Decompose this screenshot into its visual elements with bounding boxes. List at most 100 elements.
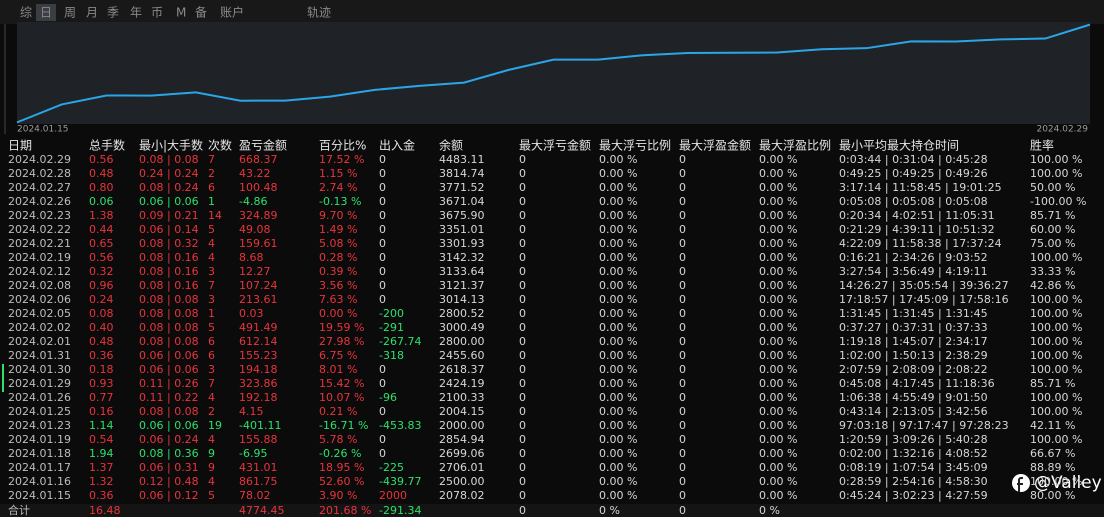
table-cell: 0:03:44 | 0:31:04 | 0:45:28 (839, 153, 988, 166)
table-cell: 0.00 % (759, 349, 797, 362)
tab[interactable]: 季 (107, 6, 119, 20)
table-cell: 0:43:14 | 2:13:05 | 3:42:56 (839, 405, 988, 418)
table-cell: 0 (519, 209, 526, 222)
table-cell: 2024.01.26 (8, 391, 71, 404)
table-cell: 3 (208, 293, 215, 306)
table-cell: 3.56 % (319, 279, 357, 292)
table-cell: 0 (679, 461, 686, 474)
tab[interactable]: 账户 (220, 5, 244, 20)
table-cell: 8.01 % (319, 363, 357, 376)
table-cell: 0 (679, 209, 686, 222)
table-cell: 155.23 (239, 349, 278, 362)
table-cell: 5 (208, 223, 215, 236)
icon-glyph (1017, 477, 1023, 492)
table-cell: -96 (379, 391, 397, 404)
table-cell: 0:45:24 | 3:02:23 | 4:27:59 (839, 489, 988, 502)
tab[interactable]: 周 (64, 6, 76, 20)
table-cell: 0.00 % (759, 405, 797, 418)
table-cell: 17:18:57 | 17:45:09 | 17:58:16 (839, 293, 1009, 306)
table-cell: 0.48 (89, 167, 114, 180)
table-cell: 0.00 % (759, 391, 797, 404)
table-cell: 0.06 | 0.24 (139, 433, 199, 446)
table-cell: 0.08 (89, 307, 114, 320)
table-cell: 159.61 (239, 237, 278, 250)
tab[interactable]: 轨迹 (307, 6, 331, 20)
table-cell: 4483.11 (439, 153, 485, 166)
table-cell: -225 (379, 461, 404, 474)
column-header: 百分比% (319, 139, 366, 153)
table-cell: 0 (519, 419, 526, 432)
table-cell: 0.80 (89, 181, 114, 194)
table-cell: 7 (208, 377, 215, 390)
table-cell: 0.65 (89, 237, 114, 250)
table-cell: 0 (679, 181, 686, 194)
table-cell: 0:49:25 | 0:49:25 | 0:49:26 (839, 167, 988, 180)
table-cell: 85.71 % (1030, 377, 1075, 390)
tab[interactable]: 月 (86, 6, 98, 20)
table-cell: 0 (379, 447, 386, 460)
table-cell: 3014.13 (439, 293, 485, 306)
table-cell: 0 (679, 153, 686, 166)
table-cell: 0.36 (89, 489, 114, 502)
table-cell: 1:20:59 | 3:09:26 | 5:40:28 (839, 433, 988, 446)
table-cell: 66.67 % (1030, 447, 1075, 460)
tab[interactable]: 日 (40, 6, 52, 20)
table-cell: 0.00 % (599, 377, 637, 390)
tab[interactable]: 年 (130, 6, 142, 20)
column-header: 胜率 (1030, 138, 1054, 153)
table-cell: 42.11 % (1030, 419, 1075, 432)
table-cell: 0.00 % (759, 321, 797, 334)
table-cell: 9 (208, 447, 215, 460)
table-cell: 0 (519, 321, 526, 334)
table-cell: 0.11 | 0.26 (139, 377, 199, 390)
table-cell: 0:37:27 | 0:37:31 | 0:37:33 (839, 321, 988, 334)
table-cell: 0 (679, 223, 686, 236)
table-cell: 2024.02.29 (8, 153, 71, 166)
table-cell: 27.98 % (319, 335, 364, 348)
table-cell: 2:07:59 | 2:08:09 | 2:08:22 (839, 363, 988, 376)
table-cell: 3814.74 (439, 167, 485, 180)
table-cell: 0 (379, 181, 386, 194)
table-cell: 0 (379, 251, 386, 264)
table-cell: 2618.37 (439, 363, 485, 376)
table-cell: 0.00 % (759, 223, 797, 236)
table-cell: 0.00 % (759, 461, 797, 474)
table-cell: 0.08 | 0.08 (139, 405, 199, 418)
table-cell: 0 (679, 405, 686, 418)
tab[interactable]: 备 (195, 6, 207, 20)
table-cell: 861.75 (239, 475, 278, 488)
table-cell: 2024.02.19 (8, 251, 71, 264)
table-cell: 97:03:18 | 97:17:47 | 97:28:23 (839, 419, 1009, 432)
table-cell: 0 (679, 167, 686, 180)
table-cell: 0.00 % (759, 265, 797, 278)
tab[interactable]: 币 (151, 6, 163, 20)
tab[interactable]: M (176, 6, 186, 20)
table-cell: 1:06:38 | 4:55:49 | 9:01:50 (839, 391, 988, 404)
table-cell: 3:17:14 | 11:58:45 | 19:01:25 (839, 181, 1002, 194)
table-cell: 0.21 % (319, 405, 357, 418)
table-cell: 9 (208, 461, 215, 474)
table-cell: 0.00 % (759, 447, 797, 460)
table-cell: 0.08 | 0.16 (139, 265, 199, 278)
table-cell: 75.00 % (1030, 237, 1075, 250)
table-cell: 100.00 % (1030, 293, 1082, 306)
table-cell: 0 (379, 265, 386, 278)
table-cell: 6 (208, 335, 215, 348)
tab[interactable]: 综 (20, 6, 32, 20)
table-cell: 2000.00 (439, 419, 485, 432)
table-cell: 100.00 % (1030, 167, 1082, 180)
table-cell: 0.00 % (599, 181, 637, 194)
side-marker (2, 364, 4, 392)
table-cell: 0.00 % (599, 279, 637, 292)
table-cell: 2000 (379, 489, 407, 502)
table-cell: -0.13 % (319, 195, 361, 208)
table-cell: 33.33 % (1030, 265, 1075, 278)
table-cell: 0 (519, 447, 526, 460)
table-cell: 3771.52 (439, 181, 485, 194)
table-cell: 100.00 % (1030, 153, 1082, 166)
table-cell: 100.00 % (1030, 307, 1082, 320)
table-cell: -291 (379, 321, 404, 334)
table-cell: 0.08 | 0.32 (139, 237, 199, 250)
table-cell: 1.38 (89, 209, 114, 222)
total-row-bg (0, 504, 1104, 517)
